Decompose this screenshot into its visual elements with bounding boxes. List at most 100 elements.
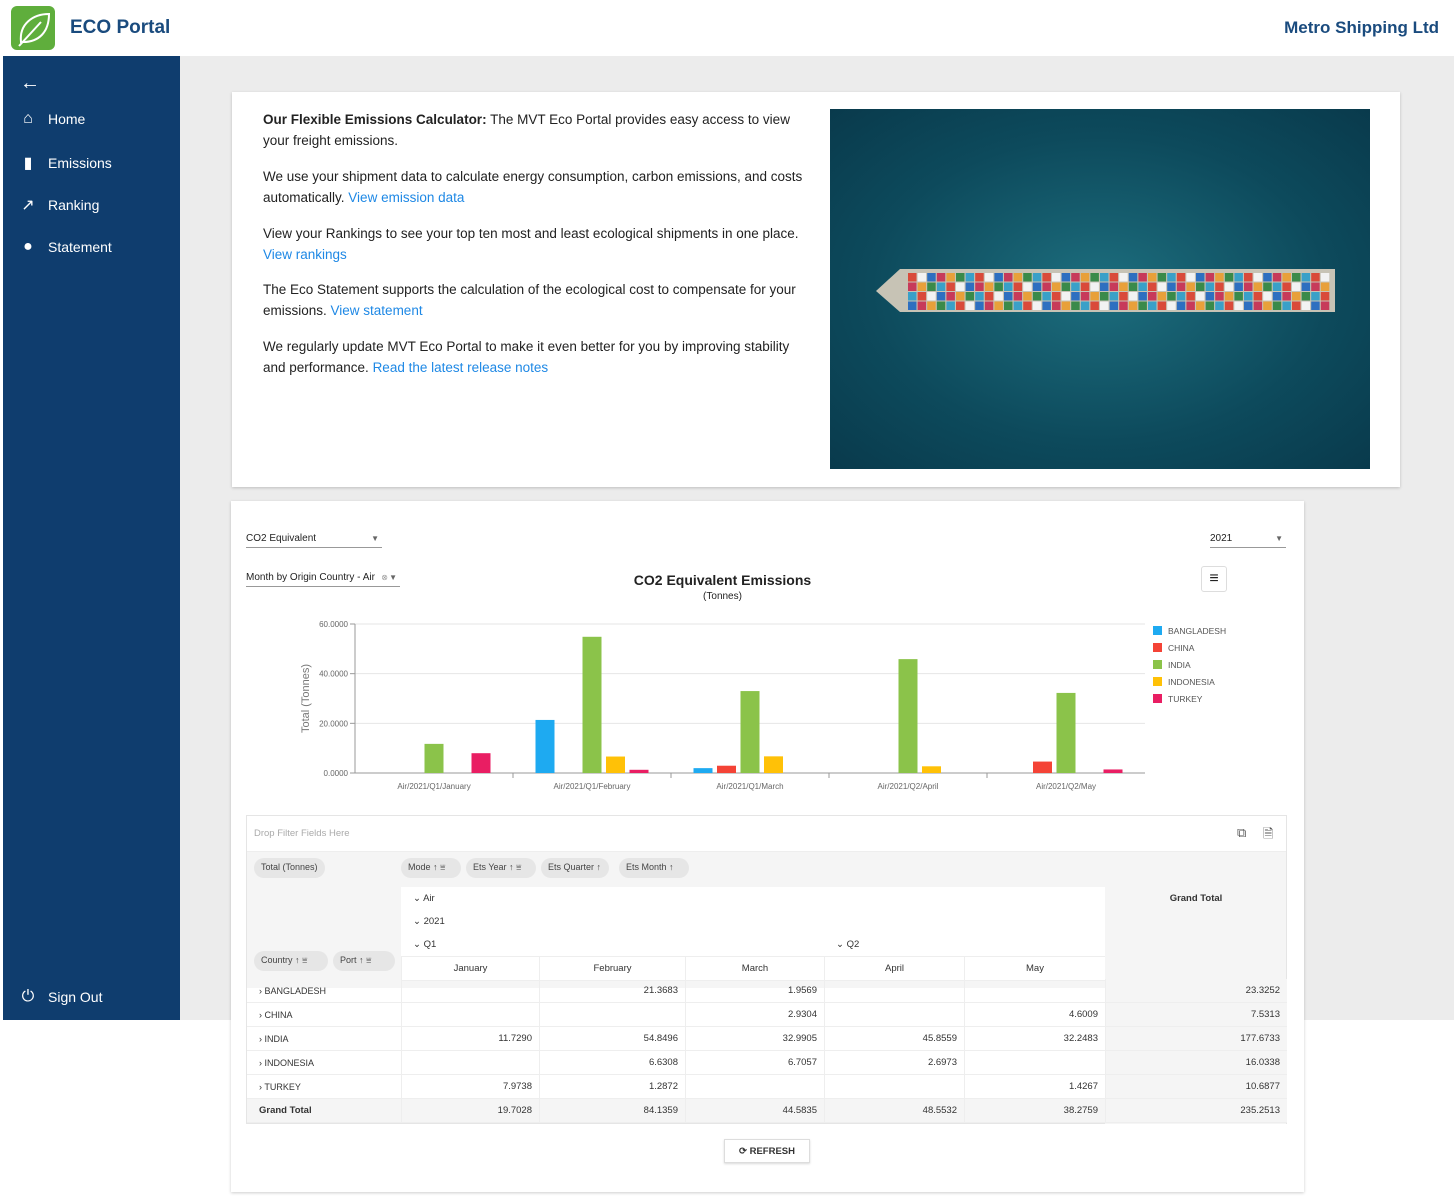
refresh-icon: ⟳ (738, 1146, 750, 1157)
table-cell: 6.6308 (539, 1051, 685, 1075)
sidebar-item-ranking[interactable]: ↗ Ranking (18, 195, 99, 215)
view-statement-link[interactable]: View statement (330, 303, 423, 318)
intro-text: The Eco Statement supports the calculati… (263, 282, 796, 318)
year-header[interactable]: ⌄ 2021 (401, 910, 1105, 934)
intro-text: View your Rankings to see your top ten m… (263, 226, 799, 241)
table-cell (401, 1003, 539, 1027)
row-field-chip[interactable]: Port ↑ ⩸ (333, 951, 395, 971)
filter-placeholder: Drop Filter Fields Here (254, 828, 350, 839)
bar-turkey (1103, 769, 1123, 773)
refresh-label: REFRESH (749, 1146, 795, 1157)
bar-china (1033, 761, 1052, 773)
x-tick-label: Air/2021/Q2/May (1036, 782, 1096, 791)
leaf-logo (11, 6, 55, 50)
bar-india (1056, 692, 1076, 773)
pdf-icon[interactable]: 🗎 (1263, 826, 1274, 841)
legend-swatch (1153, 694, 1162, 703)
sidebar-item-label: Statement (48, 239, 112, 255)
x-tick-label: Air/2021/Q1/March (716, 782, 783, 791)
intro-text: We regularly update MVT Eco Portal to ma… (263, 339, 790, 375)
total-cell: 84.1359 (539, 1099, 685, 1123)
legend-label: INDONESIA (1168, 677, 1215, 687)
export-icon[interactable]: ⧉ (1237, 825, 1247, 840)
table-cell (401, 1051, 539, 1075)
table-cell: 177.6733 (1105, 1027, 1287, 1051)
intro-paragraph: We use your shipment data to calculate e… (263, 166, 803, 208)
back-arrow-icon[interactable]: ← (20, 72, 40, 94)
row-header[interactable]: › TURKEY (247, 1075, 401, 1099)
mode-header[interactable]: ⌄ Air (401, 887, 1105, 911)
sidebar: ← ⌂ Home ▮ Emissions ↗ Ranking ● Statement ⏻… (3, 56, 180, 1020)
total-cell: 44.5835 (685, 1099, 824, 1123)
sidebar-item-home[interactable]: ⌂ Home (18, 110, 85, 128)
release-notes-link[interactable]: Read the latest release notes (372, 360, 549, 375)
bar-bangladesh (535, 719, 555, 773)
filter-drop-zone[interactable]: Drop Filter Fields Here ⧉ 🗎 (247, 816, 1286, 852)
table-cell (539, 1003, 685, 1027)
clear-icon[interactable]: ⊗ (381, 573, 388, 582)
legend-swatch (1153, 626, 1162, 635)
row-field-chip[interactable]: Country ↑ ⩸ (254, 951, 328, 971)
month-header: January (401, 957, 539, 981)
sign-out-button[interactable]: ⏻ Sign Out (18, 988, 103, 1006)
bar-china (717, 765, 736, 773)
measure-chip[interactable]: Total (Tonnes) (254, 858, 325, 878)
intro-paragraph: The Eco Statement supports the calculati… (263, 279, 803, 321)
legend-label: TURKEY (1168, 694, 1203, 704)
quarter-header[interactable]: ⌄ Q2 (824, 933, 1105, 957)
column-field-chip[interactable]: Ets Month ↑ (619, 858, 689, 878)
x-tick-label: Air/2021/Q1/January (397, 782, 470, 791)
table-cell: 23.3252 (1105, 979, 1287, 1003)
legend-swatch (1153, 677, 1162, 686)
total-cell: 19.7028 (401, 1099, 539, 1123)
metric-select[interactable]: CO2 Equivalent ▼ (246, 533, 382, 548)
refresh-button[interactable]: ⟳ REFRESH (724, 1139, 810, 1163)
table-cell: 16.0338 (1105, 1051, 1287, 1075)
legend-label: BANGLADESH (1168, 626, 1226, 636)
legend-swatch (1153, 660, 1162, 669)
view-rankings-link[interactable]: View rankings (263, 247, 347, 262)
caret-down-icon: ▼ (1275, 534, 1283, 543)
chart-menu-button[interactable]: ≡ (1201, 566, 1227, 592)
sidebar-item-emissions[interactable]: ▮ Emissions (18, 153, 112, 173)
y-tick-label: 20.0000 (319, 719, 348, 728)
year-select[interactable]: 2021 ▼ (1210, 533, 1286, 548)
quarter-header[interactable]: ⌄ Q1 (401, 933, 824, 957)
company-name: Metro Shipping Ltd (1284, 18, 1439, 37)
sidebar-item-statement[interactable]: ● Statement (18, 238, 112, 256)
table-cell (964, 1051, 1105, 1075)
row-header[interactable]: › BANGLADESH (247, 979, 401, 1003)
row-header[interactable]: › INDIA (247, 1027, 401, 1051)
legend-label: INDIA (1168, 660, 1191, 670)
table-cell (685, 1075, 824, 1099)
trend-icon: ↗ (21, 197, 35, 214)
chart-title: CO2 Equivalent Emissions (633, 572, 812, 588)
grand-total-row-label: Grand Total (247, 1099, 401, 1123)
view-emission-data-link[interactable]: View emission data (348, 190, 465, 205)
bar-india (740, 691, 760, 773)
row-header[interactable]: › INDONESIA (247, 1051, 401, 1075)
table-cell: 1.9569 (685, 979, 824, 1003)
power-icon: ⏻ (21, 988, 35, 1005)
column-field-chip[interactable]: Ets Quarter ↑ (541, 858, 609, 878)
year-value: 2021 (1210, 533, 1233, 544)
row-header[interactable]: › CHINA (247, 1003, 401, 1027)
bar-indonesia (764, 756, 783, 773)
intro-heading: Our Flexible Emissions Calculator: (263, 112, 487, 127)
month-header: May (964, 957, 1105, 981)
total-cell: 48.5532 (824, 1099, 964, 1123)
column-field-chip[interactable]: Ets Year ↑ ⩸ (466, 858, 536, 878)
bar-india (898, 659, 918, 773)
bar-turkey (629, 769, 649, 773)
table-cell: 21.3683 (539, 979, 685, 1003)
table-cell: 1.2872 (539, 1075, 685, 1099)
table-cell: 32.2483 (964, 1027, 1105, 1051)
column-field-chip[interactable]: Mode ↑ ⩸ (401, 858, 461, 878)
bar-chart: 0.0000 20.0000 40.0000 60.0000 Total (Tonnes… (300, 620, 1226, 791)
view-select[interactable]: Month by Origin Country - Air ⊗ ▼ (246, 572, 400, 587)
intro-paragraph: We regularly update MVT Eco Portal to ma… (263, 336, 803, 378)
total-cell: 235.2513 (1105, 1099, 1287, 1123)
table-cell (964, 979, 1105, 1003)
bar-bangladesh (693, 768, 713, 773)
table-cell: 6.7057 (685, 1051, 824, 1075)
